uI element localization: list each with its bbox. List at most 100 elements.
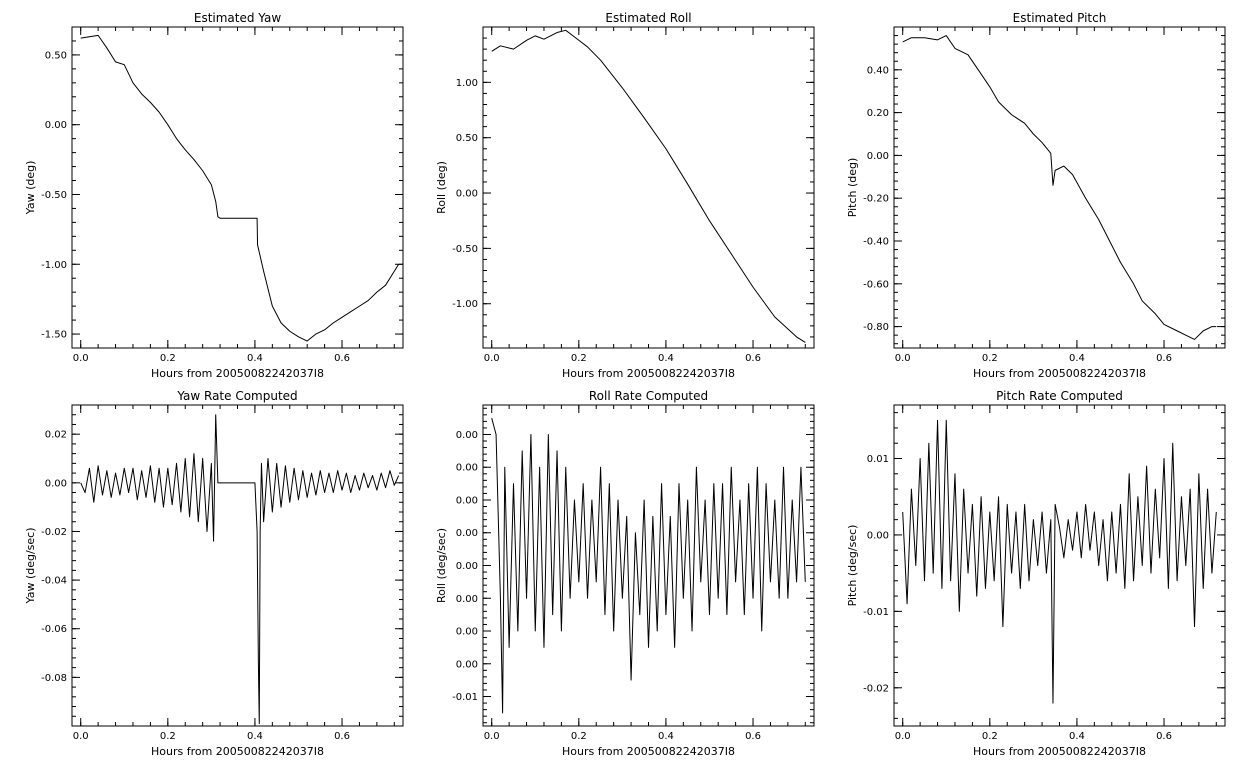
y-tick-label: -0.50 [41, 190, 67, 201]
y-tick-label: -0.02 [41, 527, 67, 538]
x-tick-label: 0.2 [982, 731, 998, 742]
y-tick-label: -0.06 [41, 624, 67, 635]
y-tick-label: 0.00 [867, 530, 889, 541]
y-tick-label: 0.00 [456, 189, 478, 200]
x-tick-label: 0.6 [1156, 731, 1172, 742]
y-tick-label: 0.00 [45, 120, 67, 131]
y-tick-label: -0.01 [452, 692, 478, 703]
x-tick-label: 0.0 [895, 353, 911, 364]
y-tick-label: 1.00 [456, 78, 478, 89]
panel-estimated-yaw: Estimated Yaw 0.50 0.00 -0.50 -1.00 -1.50 0.… [24, 11, 404, 380]
y-axis-label: Pitch (deg/sec) [846, 525, 859, 607]
y-tick-label: 0.00 [456, 659, 478, 670]
y-tick-label: -0.60 [863, 279, 889, 290]
series [491, 29, 806, 343]
panel-title: Yaw Rate Computed [176, 389, 297, 403]
x-tick-label: 0.0 [73, 731, 89, 742]
x-axis-label: Hours from 20050082242037I8 [973, 745, 1146, 758]
x-tick-label: 0.6 [745, 353, 761, 364]
y-tick-label: -1.00 [41, 260, 67, 271]
y-axis-label: Yaw (deg/sec) [24, 527, 37, 604]
panel-pitch-rate-computed: Pitch Rate Computed 0.01 0.00 -0.01 -0.02 0… [846, 389, 1226, 758]
x-tick-label: 0.0 [484, 353, 500, 364]
x-tick-label: 0.4 [247, 731, 263, 742]
y-tick-label: 0.00 [456, 627, 478, 638]
x-axis-label: Hours from 20050082242037I8 [562, 367, 735, 380]
y-tick-label: -0.04 [41, 576, 67, 587]
y-tick-label: -0.01 [863, 607, 889, 618]
y-axis-ticks: 0.01 0.00 -0.01 -0.02 [863, 412, 1225, 719]
panel-estimated-roll: Estimated Roll 1.00 0.50 0.00 -0.50 -1.00 0.… [435, 11, 815, 380]
y-axis-ticks: 1.00 0.50 0.00 -0.50 -1.00 [452, 26, 814, 338]
y-tick-label: -0.40 [863, 237, 889, 248]
x-tick-label: 0.2 [160, 353, 176, 364]
y-tick-label: 0.00 [456, 561, 478, 572]
series [80, 414, 400, 725]
y-tick-label: -0.20 [863, 194, 889, 205]
x-tick-label: 0.4 [658, 731, 674, 742]
series-line [902, 419, 1217, 704]
x-tick-label: 0.6 [334, 353, 350, 364]
panel-title: Estimated Roll [605, 11, 691, 25]
x-axis-ticks: 0.0 0.2 0.4 0.6 [484, 27, 806, 364]
x-tick-label: 0.2 [160, 731, 176, 742]
y-tick-label: 0.02 [45, 430, 67, 441]
x-axis-ticks: 0.0 0.2 0.4 0.6 [73, 405, 395, 742]
x-axis-label: Hours from 20050082242037I8 [151, 367, 324, 380]
y-tick-label: 0.00 [45, 478, 67, 489]
x-tick-label: 0.2 [571, 353, 587, 364]
panel-title: Estimated Pitch [1013, 11, 1107, 25]
series [902, 35, 1217, 340]
x-tick-label: 0.6 [745, 731, 761, 742]
x-axis-label: Hours from 20050082242037I8 [151, 745, 324, 758]
panel-title: Roll Rate Computed [589, 389, 708, 403]
y-axis-label: Yaw (deg) [24, 161, 37, 216]
panel-yaw-rate-computed: Yaw Rate Computed 0.02 0.00 -0.02 -0.04 -0.0… [24, 389, 404, 758]
y-tick-label: -1.50 [41, 330, 67, 341]
y-tick-label: -0.50 [452, 244, 478, 255]
y-tick-label: 0.40 [867, 65, 889, 76]
y-tick-label: 0.50 [45, 50, 67, 61]
plot-frame [482, 404, 815, 727]
y-tick-label: -0.80 [863, 322, 889, 333]
x-tick-label: 0.2 [982, 353, 998, 364]
y-tick-label: 0.00 [456, 528, 478, 539]
y-axis-ticks: 0.40 0.20 0.00 -0.20 -0.40 -0.60 -0.80 [863, 26, 1225, 345]
x-tick-label: 0.4 [247, 353, 263, 364]
panel-estimated-pitch: Estimated Pitch 0.40 0.20 0.00 -0.20 -0.40 -0… [846, 11, 1226, 380]
series-line [491, 417, 806, 714]
series [491, 417, 806, 714]
y-axis-label: Roll (deg) [435, 161, 448, 214]
panel-title: Estimated Yaw [194, 11, 281, 25]
x-axis-label: Hours from 20050082242037I8 [562, 745, 735, 758]
x-tick-label: 0.4 [1069, 731, 1085, 742]
y-tick-label: 0.50 [456, 133, 478, 144]
x-tick-label: 0.0 [895, 731, 911, 742]
x-axis-ticks: 0.0 0.2 0.4 0.6 [895, 27, 1217, 364]
y-tick-label: 0.00 [456, 430, 478, 441]
y-tick-label: -0.08 [41, 673, 67, 684]
x-tick-label: 0.0 [73, 353, 89, 364]
plot-frame [71, 26, 404, 349]
y-axis-ticks: 0.50 0.00 -0.50 -1.00 -1.50 [41, 26, 403, 349]
y-tick-label: 0.00 [456, 495, 478, 506]
series [80, 34, 400, 342]
plot-frame [893, 404, 1226, 727]
x-tick-label: 0.4 [1069, 353, 1085, 364]
x-tick-label: 0.0 [484, 731, 500, 742]
x-axis-ticks: 0.0 0.2 0.4 0.6 [73, 27, 395, 364]
plot-frame [482, 26, 815, 349]
y-axis-ticks: 0.02 0.00 -0.02 -0.04 -0.06 -0.08 [41, 404, 403, 727]
y-axis-ticks: 0.00 0.00 0.00 0.00 0.00 0.00 0.00 0.00 -0.01 [452, 407, 814, 724]
series [902, 419, 1217, 704]
series-line [80, 34, 400, 342]
x-tick-label: 0.4 [658, 353, 674, 364]
x-tick-label: 0.6 [1156, 353, 1172, 364]
y-tick-label: 0.20 [867, 108, 889, 119]
panel-roll-rate-computed: Roll Rate Computed 0.00 0.00 0.00 0.00 0.00 0… [435, 389, 815, 758]
series-line [491, 29, 806, 343]
y-tick-label: 0.00 [456, 594, 478, 605]
plot-frame [893, 26, 1226, 349]
panel-title: Pitch Rate Computed [996, 389, 1123, 403]
